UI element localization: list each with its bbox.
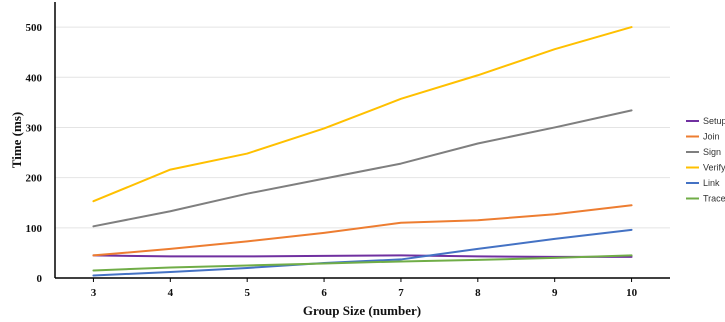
legend-item-link: Link — [686, 178, 720, 188]
y-axis-title: Time (ms) — [9, 112, 24, 168]
axes — [54, 2, 670, 279]
series-line-verify — [92, 26, 633, 203]
y-tick-label: 100 — [26, 223, 43, 235]
legend-label: Sign — [703, 147, 721, 157]
series-line-join — [92, 204, 633, 257]
x-tick-label: 5 — [244, 287, 250, 299]
x-axis-title: Group Size (number) — [303, 303, 421, 318]
gridlines — [55, 26, 670, 229]
series-lines — [92, 26, 633, 277]
legend-item-trace: Trace — [686, 194, 725, 204]
y-tick-label: 0 — [37, 273, 43, 285]
x-tick-label: 10 — [626, 287, 638, 299]
legend-label: Join — [703, 132, 720, 142]
x-tick-label: 3 — [91, 287, 97, 299]
legend-item-verify: Verify — [686, 163, 725, 173]
legend-item-setup: Setup — [686, 116, 725, 126]
legend-label: Setup — [703, 116, 725, 126]
series-line-trace — [92, 254, 633, 272]
legend-label: Trace — [703, 194, 725, 204]
x-tick-labels: 3 4 5 6 7 8 9 10 — [91, 278, 638, 299]
y-tick-label: 400 — [26, 72, 43, 84]
legend-item-sign: Sign — [686, 147, 721, 157]
series-line-link — [92, 228, 633, 277]
series-line-setup — [92, 254, 633, 258]
x-tick-label: 9 — [552, 287, 558, 299]
legend: Setup Join Sign Verify Link Trace — [686, 116, 725, 204]
x-tick-label: 6 — [321, 287, 327, 299]
legend-label: Verify — [703, 163, 725, 173]
y-tick-label: 200 — [26, 173, 43, 185]
x-tick-label: 7 — [398, 287, 404, 299]
x-tick-label: 4 — [168, 287, 174, 299]
y-tick-labels: 0 100 200 300 400 500 — [26, 22, 43, 285]
legend-label: Link — [703, 178, 720, 188]
series-line-sign — [92, 109, 633, 228]
legend-item-join: Join — [686, 132, 720, 142]
y-tick-label: 300 — [26, 122, 43, 134]
x-tick-label: 8 — [475, 287, 481, 299]
y-tick-label: 500 — [26, 22, 43, 34]
